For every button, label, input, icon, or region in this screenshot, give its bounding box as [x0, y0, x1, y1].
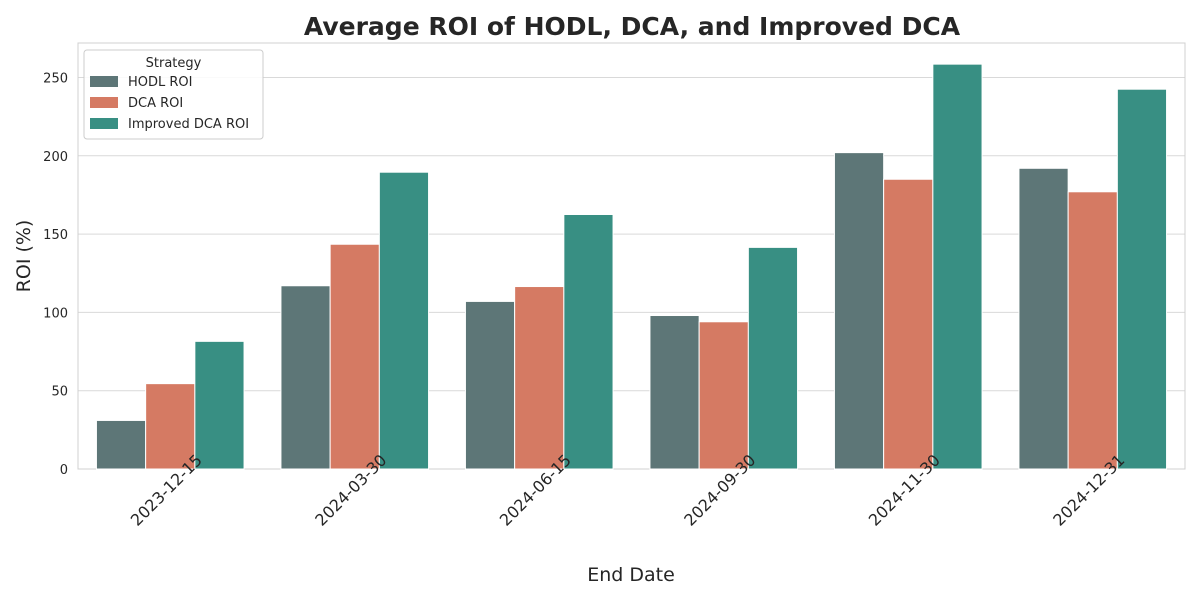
legend-swatch: [90, 118, 118, 129]
legend-label: HODL ROI: [128, 75, 193, 90]
legend: Strategy HODL ROI DCA ROI Improved DCA ROI: [83, 49, 264, 140]
plot-area-frame: [77, 42, 1186, 470]
y-tick-label: 150: [43, 228, 68, 243]
legend-items: HODL ROI DCA ROI Improved DCA ROI: [90, 75, 249, 132]
legend-label: Improved DCA ROI: [128, 117, 249, 132]
y-tick-label: 100: [43, 306, 68, 321]
bar-improved-dca-roi: [1116, 88, 1168, 470]
legend-label: DCA ROI: [128, 96, 183, 111]
y-tick-label: 0: [60, 463, 68, 478]
legend-box: [83, 49, 264, 140]
y-axis-ticks: 0 50 100 150 200 250: [43, 71, 68, 478]
y-axis-label: ROI (%): [13, 220, 35, 293]
bar-hodl-roi: [1018, 167, 1069, 470]
x-axis-label: End Date: [587, 564, 675, 586]
bar-improved-dca-roi: [932, 63, 983, 470]
bar-dca-roi: [1067, 191, 1118, 470]
legend-swatch: [90, 97, 118, 108]
y-tick-label: 50: [51, 385, 68, 400]
legend-swatch: [90, 76, 118, 87]
bar-hodl-roi: [280, 285, 331, 470]
bar-improved-dca-roi: [194, 340, 245, 470]
bar-improved-dca-roi: [563, 213, 614, 470]
bars: [95, 63, 1168, 470]
bar-dca-roi: [329, 243, 380, 470]
y-tick-label: 250: [43, 71, 68, 86]
bar-improved-dca-roi: [378, 171, 430, 470]
bar-hodl-roi: [95, 419, 147, 470]
bar-hodl-roi: [464, 300, 516, 470]
legend-title: Strategy: [146, 56, 202, 71]
bar-dca-roi: [698, 321, 749, 470]
bar-improved-dca-roi: [747, 246, 799, 470]
y-tick-label: 200: [43, 150, 68, 165]
bar-hodl-roi: [649, 315, 700, 470]
bar-dca-roi: [514, 286, 565, 470]
bar-hodl-roi: [833, 152, 885, 470]
bar-dca-roi: [883, 178, 934, 470]
chart-title: Average ROI of HODL, DCA, and Improved D…: [304, 12, 961, 41]
